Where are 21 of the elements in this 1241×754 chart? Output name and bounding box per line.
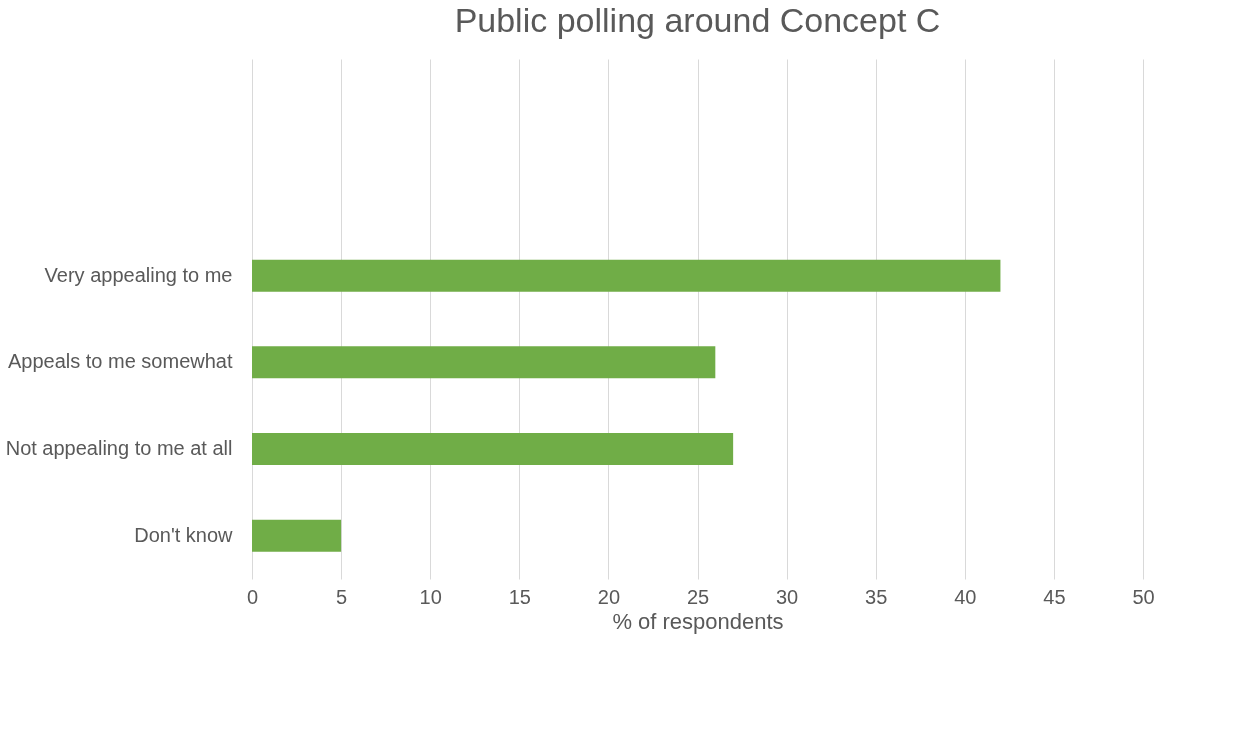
bar xyxy=(252,433,734,465)
bar xyxy=(252,519,342,552)
x-tick-label: 45 xyxy=(1043,585,1066,608)
y-tick-label: Not appealing to me at all xyxy=(5,437,233,459)
x-axis-title: % of respondents xyxy=(612,608,784,634)
x-tick-label: 50 xyxy=(1132,585,1155,608)
x-tick-label: 30 xyxy=(775,585,799,608)
y-tick-label: Appeals to me somewhat xyxy=(7,350,233,373)
x-tick-label: 40 xyxy=(954,585,977,608)
x-tick-label: 20 xyxy=(597,585,621,608)
x-tick-label: 5 xyxy=(336,585,348,608)
x-tick-label: 35 xyxy=(865,585,888,608)
x-tick-label: 0 xyxy=(246,585,259,608)
y-tick-label: Don't know xyxy=(134,523,234,546)
bar xyxy=(252,259,1001,292)
y-tick-label: Very appealing to me xyxy=(44,263,233,286)
bar xyxy=(252,346,716,379)
x-tick-label: 25 xyxy=(686,585,710,608)
x-tick-label: 10 xyxy=(419,585,442,608)
x-tick-label: 15 xyxy=(508,585,531,608)
chart-title: Public polling around Concept C xyxy=(454,1,941,39)
